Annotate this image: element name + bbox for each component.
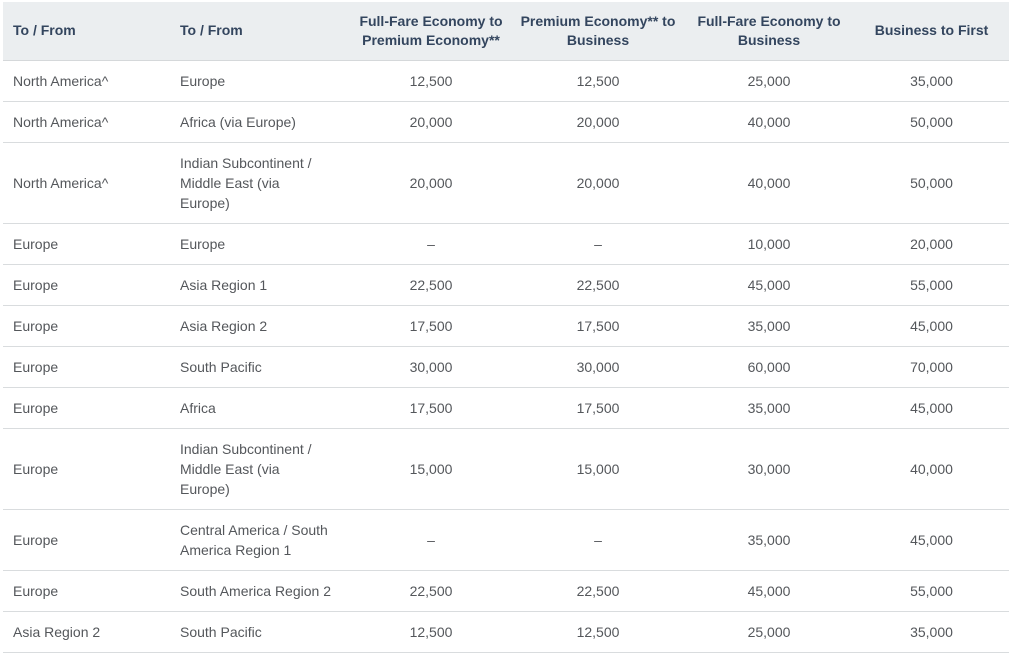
fullfare-economy-to-business-cell: 40,000 (684, 142, 854, 224)
to-from-origin-cell: Asia Region 2 (3, 611, 170, 653)
premium-economy-to-business-cell: – (512, 509, 684, 571)
fullfare-economy-to-premium-economy-cell: – (350, 509, 512, 571)
to-from-origin-cell: North America^ (3, 101, 170, 143)
to-from-destination-cell: Africa (via Europe) (170, 101, 350, 143)
fullfare-economy-to-premium-economy-cell: 20,000 (350, 101, 512, 143)
to-from-destination-cell: Europe (170, 223, 350, 265)
premium-economy-to-business-cell: 17,500 (512, 305, 684, 347)
column-header-fullfare-economy-to-business: Full-Fare Economy to Business (684, 2, 854, 61)
premium-economy-to-business-cell: 15,000 (512, 428, 684, 510)
to-from-origin-cell: Europe (3, 305, 170, 347)
table-row: Europe Asia Region 2 17,500 17,500 35,000 45,… (3, 305, 1009, 347)
fullfare-economy-to-business-cell: 30,000 (684, 428, 854, 510)
table-row: Europe Asia Region 1 22,500 22,500 45,000 55,… (3, 264, 1009, 306)
column-header-business-to-first: Business to First (854, 2, 1009, 61)
premium-economy-to-business-cell: 20,000 (512, 142, 684, 224)
business-to-first-cell: 55,000 (854, 264, 1009, 306)
to-from-destination-cell: Europe (170, 60, 350, 102)
to-from-origin-cell: Europe (3, 387, 170, 429)
business-to-first-cell: 50,000 (854, 142, 1009, 224)
premium-economy-to-business-cell: 22,500 (512, 264, 684, 306)
to-from-origin-cell: North America^ (3, 60, 170, 102)
fullfare-economy-to-premium-economy-cell: 17,500 (350, 387, 512, 429)
to-from-origin-cell: Europe (3, 346, 170, 388)
column-header-fullfare-economy-to-premium-economy: Full-Fare Economy to Premium Economy** (350, 2, 512, 61)
fullfare-economy-to-premium-economy-cell: 22,500 (350, 570, 512, 612)
column-header-to-from-origin: To / From (3, 2, 170, 61)
column-header-to-from-destination: To / From (170, 2, 350, 61)
business-to-first-cell: 45,000 (854, 387, 1009, 429)
premium-economy-to-business-cell: 22,500 (512, 570, 684, 612)
to-from-destination-cell: Indian Subcontinent / Middle East (via E… (170, 142, 350, 224)
business-to-first-cell: 35,000 (854, 611, 1009, 653)
business-to-first-cell: 35,000 (854, 60, 1009, 102)
to-from-origin-cell: Europe (3, 428, 170, 510)
fullfare-economy-to-premium-economy-cell: 17,500 (350, 305, 512, 347)
table-row: North America^ Indian Subcontinent / Midd… (3, 142, 1009, 224)
business-to-first-cell: 50,000 (854, 101, 1009, 143)
to-from-origin-cell: Europe (3, 509, 170, 571)
table-row: Asia Region 2 South Pacific 12,500 12,500 25… (3, 611, 1009, 653)
business-to-first-cell: 20,000 (854, 223, 1009, 265)
premium-economy-to-business-cell: 12,500 (512, 611, 684, 653)
to-from-destination-cell: South Pacific (170, 346, 350, 388)
column-header-premium-economy-to-business: Premium Economy** to Business (512, 2, 684, 61)
to-from-destination-cell: Indian Subcontinent / Middle East (via E… (170, 428, 350, 510)
business-to-first-cell: 40,000 (854, 428, 1009, 510)
fullfare-economy-to-business-cell: 25,000 (684, 611, 854, 653)
table-header: To / From To / From Full-Fare Economy to… (3, 2, 1009, 61)
fullfare-economy-to-business-cell: 35,000 (684, 509, 854, 571)
fullfare-economy-to-business-cell: 25,000 (684, 60, 854, 102)
fullfare-economy-to-business-cell: 40,000 (684, 101, 854, 143)
premium-economy-to-business-cell: 17,500 (512, 387, 684, 429)
table-row: North America^ Africa (via Europe) 20,000 2… (3, 101, 1009, 143)
business-to-first-cell: 70,000 (854, 346, 1009, 388)
table-row: Europe Europe – –10,000 20,000 (3, 223, 1009, 265)
to-from-destination-cell: Africa (170, 387, 350, 429)
fullfare-economy-to-business-cell: 10,000 (684, 223, 854, 265)
table-row: North America^ Europe 12,500 12,500 25,000 35… (3, 60, 1009, 102)
table-body: North America^ Europe 12,500 12,500 25,000 35… (3, 60, 1009, 653)
premium-economy-to-business-cell: 12,500 (512, 60, 684, 102)
fullfare-economy-to-premium-economy-cell: 20,000 (350, 142, 512, 224)
fullfare-economy-to-premium-economy-cell: 12,500 (350, 611, 512, 653)
fullfare-economy-to-business-cell: 45,000 (684, 570, 854, 612)
fullfare-economy-to-business-cell: 35,000 (684, 305, 854, 347)
table-row: Europe South America Region 2 22,500 22,500… (3, 570, 1009, 612)
fullfare-economy-to-premium-economy-cell: 15,000 (350, 428, 512, 510)
fullfare-economy-to-business-cell: 45,000 (684, 264, 854, 306)
fullfare-economy-to-premium-economy-cell: 22,500 (350, 264, 512, 306)
fullfare-economy-to-premium-economy-cell: 12,500 (350, 60, 512, 102)
table-row: Europe Indian Subcontinent / Middle East … (3, 428, 1009, 510)
fullfare-economy-to-business-cell: 60,000 (684, 346, 854, 388)
table-row: Europe South Pacific 30,000 30,000 60,000 70,… (3, 346, 1009, 388)
to-from-origin-cell: Europe (3, 223, 170, 265)
business-to-first-cell: 55,000 (854, 570, 1009, 612)
table-row: Europe Central America / South America Re… (3, 509, 1009, 571)
premium-economy-to-business-cell: 20,000 (512, 101, 684, 143)
to-from-origin-cell: Europe (3, 264, 170, 306)
to-from-origin-cell: Europe (3, 570, 170, 612)
to-from-origin-cell: North America^ (3, 142, 170, 224)
to-from-destination-cell: South Pacific (170, 611, 350, 653)
fullfare-economy-to-premium-economy-cell: 30,000 (350, 346, 512, 388)
upgrade-miles-table: To / From To / From Full-Fare Economy to… (3, 2, 1009, 653)
business-to-first-cell: 45,000 (854, 509, 1009, 571)
fullfare-economy-to-business-cell: 35,000 (684, 387, 854, 429)
to-from-destination-cell: Central America / South America Region 1 (170, 509, 350, 571)
to-from-destination-cell: Asia Region 2 (170, 305, 350, 347)
business-to-first-cell: 45,000 (854, 305, 1009, 347)
premium-economy-to-business-cell: 30,000 (512, 346, 684, 388)
table-header-row: To / From To / From Full-Fare Economy to… (3, 2, 1009, 61)
table-row: Europe Africa 17,500 17,500 35,000 45,000 (3, 387, 1009, 429)
to-from-destination-cell: Asia Region 1 (170, 264, 350, 306)
to-from-destination-cell: South America Region 2 (170, 570, 350, 612)
premium-economy-to-business-cell: – (512, 223, 684, 265)
fullfare-economy-to-premium-economy-cell: – (350, 223, 512, 265)
